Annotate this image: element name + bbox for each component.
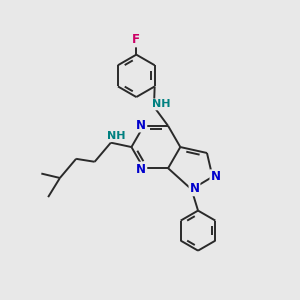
Text: N: N — [136, 163, 146, 176]
Text: N: N — [136, 118, 146, 131]
Text: N: N — [190, 182, 200, 195]
Text: NH: NH — [107, 131, 125, 141]
Text: NH: NH — [152, 99, 171, 110]
Text: F: F — [132, 33, 140, 46]
Text: N: N — [210, 170, 220, 183]
